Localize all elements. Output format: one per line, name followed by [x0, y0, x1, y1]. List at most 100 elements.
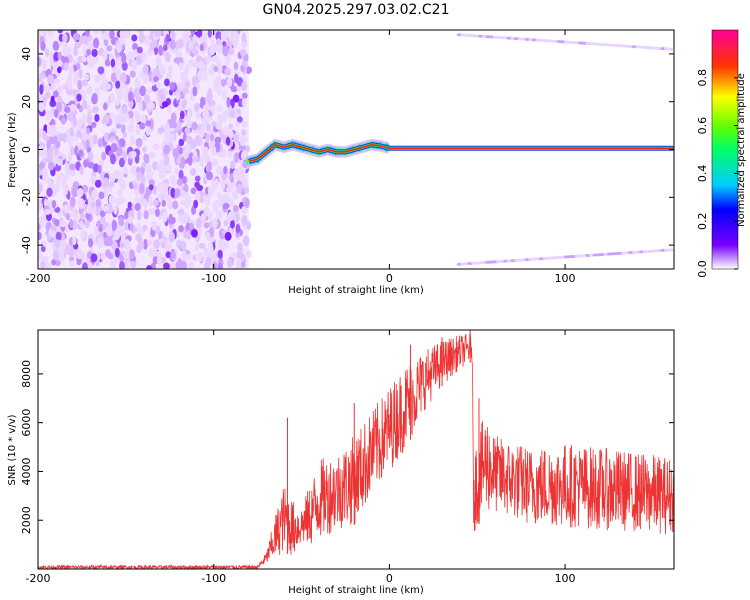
noise-speckle — [92, 134, 98, 145]
noise-speckle — [157, 182, 163, 193]
noise-speckle — [202, 152, 209, 160]
noise-speckle — [53, 218, 60, 227]
noise-speckle — [135, 233, 142, 242]
noise-speckle — [180, 199, 186, 206]
noise-speckle — [129, 70, 136, 78]
noise-speckle — [122, 167, 129, 174]
noise-speckle — [208, 140, 213, 150]
noise-speckle — [222, 202, 230, 210]
noise-speckle — [176, 178, 183, 186]
noise-speckle — [86, 114, 92, 125]
noise-speckle — [40, 245, 46, 253]
noise-speckle — [213, 65, 219, 72]
noise-speckle — [51, 199, 57, 209]
noise-speckle — [65, 246, 72, 256]
noise-speckle — [233, 61, 239, 70]
noise-speckle — [232, 94, 240, 103]
noise-speckle — [41, 167, 48, 178]
noise-speckle — [82, 45, 87, 56]
noise-speckle — [127, 125, 133, 132]
noise-speckle — [38, 93, 43, 101]
colorbar-tick-label: 0.0 — [696, 260, 709, 278]
noise-speckle — [232, 169, 239, 180]
noise-speckle — [207, 185, 214, 197]
noise-speckle — [196, 30, 203, 38]
noise-speckle — [212, 255, 218, 264]
noise-speckle — [157, 193, 163, 203]
noise-speckle — [234, 152, 239, 164]
noise-speckle — [130, 134, 135, 146]
noise-speckle — [162, 44, 168, 52]
noise-speckle — [145, 164, 153, 174]
carrier-track — [244, 138, 674, 168]
colorbar-tick-label: 0.2 — [696, 212, 709, 230]
noise-speckle — [56, 158, 63, 166]
noise-speckle — [134, 78, 139, 86]
noise-speckle — [225, 56, 230, 67]
noise-speckle — [167, 103, 172, 114]
noise-speckle — [103, 132, 109, 143]
noise-speckle — [158, 45, 163, 56]
noise-speckle — [241, 120, 248, 128]
noise-speckle — [216, 65, 223, 74]
noise-speckle — [131, 34, 138, 42]
noise-speckle — [173, 57, 181, 64]
noise-speckle — [61, 179, 67, 190]
noise-speckle — [102, 50, 108, 61]
noise-speckle — [158, 93, 166, 104]
noise-speckle — [86, 48, 91, 57]
noise-speckle — [205, 123, 212, 132]
noise-speckle — [88, 197, 93, 205]
noise-speckle — [130, 260, 136, 269]
noise-speckle — [137, 228, 145, 236]
noise-speckle — [111, 240, 118, 251]
noise-speckle — [199, 195, 205, 204]
noise-speckle — [128, 249, 135, 260]
noise-speckle — [152, 143, 160, 151]
noise-speckle — [166, 72, 172, 81]
noise-speckle — [182, 87, 190, 95]
noise-speckle — [143, 238, 148, 250]
noise-speckle — [60, 117, 67, 125]
snr-x-tick-label: 100 — [555, 572, 576, 585]
noise-speckle — [63, 62, 69, 71]
noise-speckle — [217, 249, 223, 259]
noise-speckle — [171, 121, 177, 129]
noise-speckle — [209, 133, 214, 142]
sideband-dot — [667, 47, 674, 51]
noise-speckle — [67, 153, 73, 162]
noise-speckle — [38, 183, 43, 194]
noise-speckle — [236, 183, 243, 194]
noise-speckle — [104, 226, 111, 234]
noise-speckle — [115, 68, 121, 80]
noise-speckle — [76, 187, 84, 198]
noise-speckle — [216, 105, 223, 112]
noise-speckle — [55, 231, 62, 241]
noise-speckle — [63, 204, 70, 214]
noise-speckle — [95, 198, 102, 208]
noise-speckle — [240, 65, 245, 73]
noise-speckle — [53, 90, 59, 98]
noise-speckle — [181, 216, 186, 224]
noise-speckle — [130, 51, 135, 60]
noise-speckle — [143, 63, 148, 75]
noise-speckle — [86, 85, 93, 95]
noise-speckle — [73, 48, 79, 57]
noise-speckle — [52, 249, 60, 261]
noise-speckle — [119, 261, 125, 269]
noise-speckle — [43, 198, 49, 209]
noise-speckle — [181, 99, 187, 109]
noise-speckle — [87, 151, 94, 162]
noise-speckle — [68, 163, 76, 171]
noise-speckle — [153, 239, 160, 250]
noise-speckle — [46, 139, 51, 149]
noise-speckle — [232, 205, 239, 212]
noise-speckle — [236, 116, 243, 123]
noise-speckle — [207, 30, 212, 38]
noise-speckle — [77, 198, 85, 210]
noise-speckle — [97, 236, 104, 247]
noise-speckle — [53, 108, 59, 118]
noise-speckle — [135, 166, 141, 174]
noise-speckle — [94, 113, 100, 123]
noise-speckle — [204, 195, 211, 206]
